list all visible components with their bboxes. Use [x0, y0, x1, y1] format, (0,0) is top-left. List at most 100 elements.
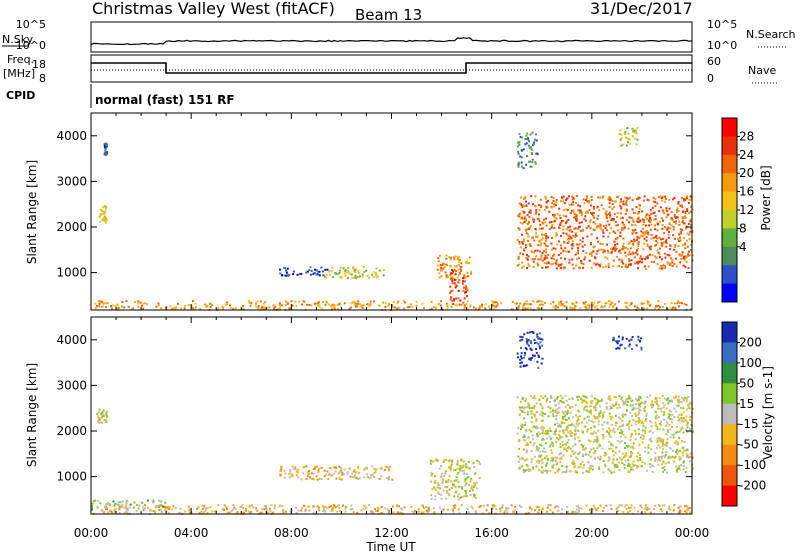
power-cell [528, 221, 531, 224]
power-cell [313, 302, 316, 305]
power-cell [667, 226, 670, 229]
vel-cell [654, 505, 657, 507]
power-cell [520, 156, 523, 159]
power-cell [398, 306, 401, 309]
power-cell [145, 303, 148, 306]
power-cell [133, 301, 136, 303]
vel-cell [574, 470, 577, 473]
power-cell [577, 204, 580, 207]
power-cell [456, 276, 459, 279]
vel-cell [427, 508, 430, 511]
vel-cell [594, 508, 597, 511]
power-cell [668, 222, 671, 225]
vel-cell [533, 397, 536, 400]
power-cell [454, 303, 457, 306]
vel-cell [388, 469, 391, 472]
power-cell [526, 222, 529, 225]
vel-cell [674, 410, 677, 413]
vel-cell [530, 461, 533, 464]
vel-cell [255, 507, 258, 510]
vel-cell [685, 400, 688, 403]
power-cell [653, 224, 656, 227]
power-cell [608, 216, 611, 219]
power-cell [328, 273, 331, 276]
power-cell [531, 158, 534, 161]
power-cell [606, 249, 609, 252]
power-cell [522, 148, 525, 151]
power-cell [684, 199, 687, 201]
power-cell [590, 252, 593, 255]
vel-cell [217, 504, 220, 507]
vel-cell [578, 451, 581, 454]
vel-cell [571, 423, 573, 426]
power-cell [601, 196, 604, 199]
power-cell [679, 204, 682, 207]
vel-cell [590, 511, 593, 514]
power-cell [530, 195, 533, 198]
vel-cell [493, 504, 496, 507]
vel-cell [440, 497, 443, 500]
vel-cell [599, 455, 602, 458]
power-cell [534, 249, 537, 252]
power-cell [634, 262, 636, 265]
vel-cell [556, 505, 559, 508]
power-cell [462, 286, 465, 289]
power-cell [586, 235, 589, 238]
power-cell [678, 223, 681, 226]
power-cell [568, 237, 570, 240]
vel-cell [128, 506, 131, 509]
power-cell [657, 251, 660, 254]
power-cell [211, 304, 214, 306]
vel-cell [678, 437, 681, 439]
vel-cell [637, 428, 640, 431]
vel-cell [421, 504, 424, 507]
vel-cell [206, 507, 209, 510]
vel-cell [581, 401, 584, 404]
vel-cell [540, 509, 543, 512]
power-cell [333, 304, 336, 306]
vel-cell [525, 451, 528, 454]
power-cell [584, 256, 587, 259]
vel-cell [579, 463, 582, 466]
power-cell [655, 256, 658, 259]
vel-cell [453, 495, 456, 498]
vel-cell [447, 479, 450, 481]
vel-cell [295, 506, 297, 509]
vel-cell [639, 458, 642, 461]
power-cell [636, 249, 639, 252]
power-cell [437, 260, 440, 263]
vel-cell [204, 510, 207, 512]
power-cell [672, 228, 675, 231]
power-cell [548, 228, 551, 230]
vel-cell [567, 439, 570, 441]
power-cell [681, 220, 684, 223]
vel-cell [594, 409, 597, 412]
power-cell [601, 229, 604, 232]
power-cell [679, 236, 681, 239]
power-cell [553, 203, 556, 206]
power-cell [599, 263, 602, 266]
vel-cell [620, 459, 623, 461]
power-cell [554, 247, 557, 250]
vel-cell [344, 507, 347, 510]
power-cell [194, 306, 197, 309]
power-cell [566, 242, 569, 244]
power-cell [607, 264, 610, 267]
vel-cell [624, 454, 627, 457]
vel-cell [688, 460, 691, 463]
power-cell [636, 261, 639, 264]
power-cell [672, 234, 674, 236]
power-cell [599, 196, 602, 199]
power-cell [517, 257, 520, 260]
power-cell [654, 198, 657, 201]
vel-cell [565, 444, 567, 447]
power-cell [569, 212, 572, 214]
power-cell [637, 216, 640, 219]
vel-cell [604, 463, 607, 466]
power-cell [535, 139, 538, 142]
vel-cell [471, 487, 474, 490]
power-cell [654, 205, 657, 208]
vel-cell [639, 436, 642, 439]
power-cell [406, 306, 409, 309]
